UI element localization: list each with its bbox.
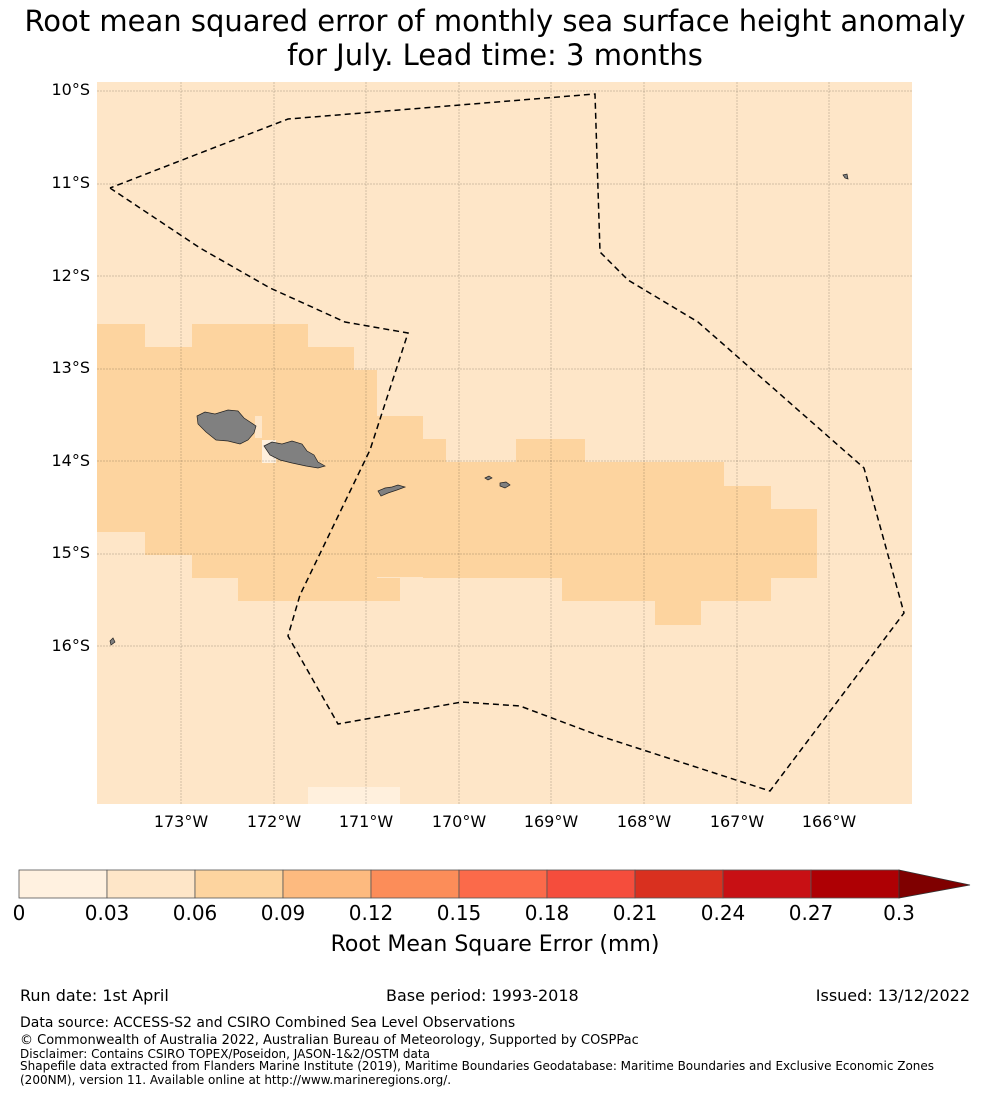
issued-date: Issued: 13/12/2022 bbox=[815, 986, 970, 1005]
colorbar-segment-0 bbox=[18, 869, 108, 899]
lat-label-15s: 15°S bbox=[51, 543, 90, 562]
lon-label-168w: 168°W bbox=[616, 812, 672, 831]
grid-cell-14 bbox=[655, 601, 701, 625]
run-date: Run date: 1st April bbox=[20, 986, 169, 1005]
colorbar-extend-arrow bbox=[898, 869, 971, 899]
lon-label-173w: 173°W bbox=[153, 812, 209, 831]
colorbar-segments bbox=[18, 869, 900, 899]
colorbar-segment-8 bbox=[722, 869, 812, 899]
colorbar-tick-3: 0.09 bbox=[260, 901, 306, 925]
eez-boundary bbox=[109, 93, 905, 792]
colorbar-segment-7 bbox=[634, 869, 724, 899]
lon-label-171w: 171°W bbox=[338, 812, 394, 831]
lon-label-167w: 167°W bbox=[709, 812, 765, 831]
grid-cell-1 bbox=[145, 347, 192, 555]
island-tutuila bbox=[377, 484, 407, 497]
data-source: Data source: ACCESS-S2 and CSIRO Combine… bbox=[20, 1015, 516, 1031]
lat-label-11s: 11°S bbox=[51, 173, 90, 192]
colorbar-segment-6 bbox=[546, 869, 636, 899]
island-savaii bbox=[196, 409, 257, 445]
chart-title: Root mean squared error of monthly sea s… bbox=[0, 4, 990, 72]
colorbar bbox=[18, 869, 971, 899]
colorbar-tick-0: 0 bbox=[12, 901, 26, 925]
grid-cell-9 bbox=[493, 462, 724, 578]
lat-label-14s: 14°S bbox=[51, 451, 90, 470]
colorbar-tick-8: 0.24 bbox=[700, 901, 746, 925]
land bbox=[109, 173, 849, 646]
island-swains bbox=[842, 173, 849, 180]
lat-label-16s: 16°S bbox=[51, 636, 90, 655]
colorbar-segment-4 bbox=[370, 869, 460, 899]
colorbar-label: Root Mean Square Error (mm) bbox=[330, 932, 660, 957]
island-ofu bbox=[484, 475, 493, 481]
colorbar-tick-7: 0.21 bbox=[612, 901, 658, 925]
grid-cell-4 bbox=[354, 370, 377, 601]
grid-cell-12 bbox=[724, 486, 771, 601]
shapefile-credit: Shapefile data extracted from Flanders M… bbox=[20, 1059, 935, 1087]
island-upolu bbox=[263, 440, 326, 469]
colorbar-segment-1 bbox=[106, 869, 196, 899]
chart-title-line1: Root mean squared error of monthly sea s… bbox=[24, 4, 966, 38]
lon-label-166w: 166°W bbox=[801, 812, 857, 831]
grid-cell-3 bbox=[308, 347, 354, 601]
colorbar-tick-6: 0.18 bbox=[524, 901, 570, 925]
grid-cell-15 bbox=[255, 416, 262, 438]
colorbar-tick-10: 0.3 bbox=[883, 901, 915, 925]
lat-label-10s: 10°S bbox=[51, 80, 90, 99]
grid-cell-13 bbox=[771, 509, 817, 578]
lat-label-12s: 12°S bbox=[51, 266, 90, 285]
colorbar-segment-2 bbox=[194, 869, 284, 899]
island-tau bbox=[499, 481, 511, 489]
colorbar-tick-2: 0.06 bbox=[172, 901, 218, 925]
colorbar-segment-5 bbox=[458, 869, 548, 899]
lon-label-170w: 170°W bbox=[431, 812, 487, 831]
lon-label-169w: 169°W bbox=[523, 812, 579, 831]
grid-cell-7 bbox=[238, 578, 400, 601]
grid-cell-5 bbox=[377, 416, 423, 577]
map bbox=[97, 82, 912, 804]
grid-cell-0 bbox=[97, 324, 145, 532]
lon-label-172w: 172°W bbox=[246, 812, 302, 831]
colorbar-tick-9: 0.27 bbox=[788, 901, 834, 925]
colorbar-segment-3 bbox=[282, 869, 372, 899]
base-period: Base period: 1993-2018 bbox=[386, 986, 579, 1005]
disclaimer: Disclaimer: Contains CSIRO TOPEX/Poseido… bbox=[20, 1047, 430, 1061]
colorbar-segment-9 bbox=[810, 869, 900, 899]
grid-cell-10 bbox=[516, 439, 585, 462]
lat-label-13s: 13°S bbox=[51, 358, 90, 377]
grid-cell-6 bbox=[423, 439, 446, 578]
grid-cell-11 bbox=[562, 578, 724, 601]
chart-title-line2: for July. Lead time: 3 months bbox=[287, 38, 703, 72]
grid-cell-17 bbox=[308, 787, 400, 804]
copyright: © Commonwealth of Australia 2022, Austra… bbox=[20, 1033, 639, 1048]
colorbar-tick-5: 0.15 bbox=[436, 901, 482, 925]
grid-cell-8 bbox=[446, 462, 493, 578]
colorbar-tick-4: 0.12 bbox=[348, 901, 394, 925]
graticule bbox=[97, 82, 912, 804]
colorbar-tick-1: 0.03 bbox=[84, 901, 130, 925]
island-rose bbox=[109, 637, 116, 646]
